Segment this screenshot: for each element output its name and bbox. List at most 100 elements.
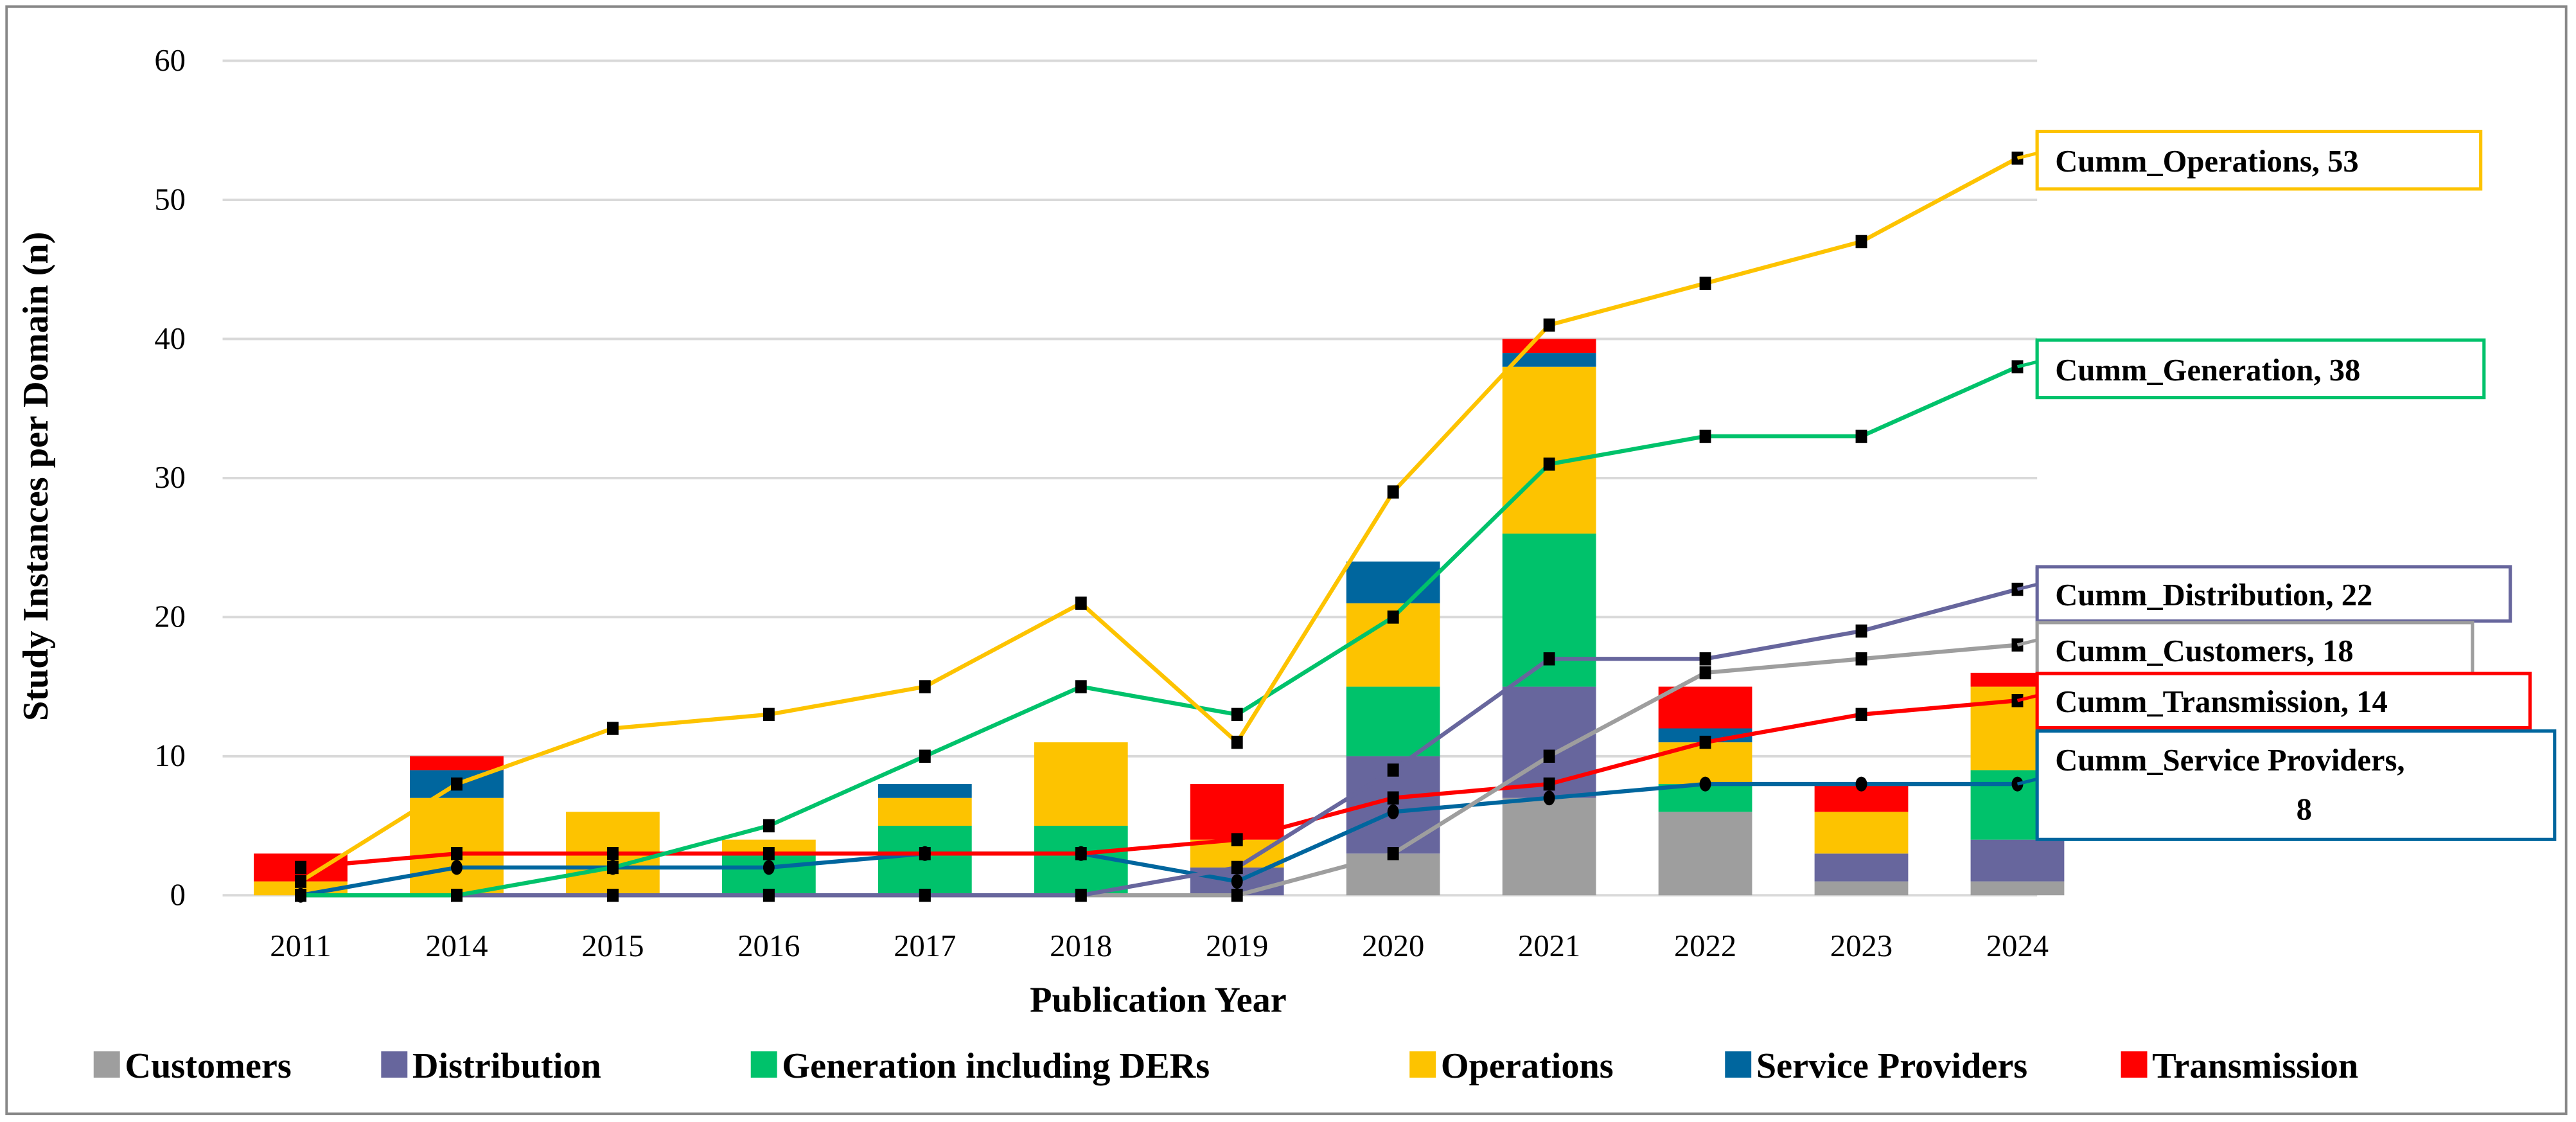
bar-segment	[410, 797, 504, 896]
label-box	[2035, 672, 2532, 730]
line-marker	[451, 860, 463, 875]
line-marker	[1855, 776, 1867, 792]
line-marker	[1855, 429, 1867, 443]
line-end-label: Cumm_Distribution, 22	[2055, 578, 2372, 612]
label-box	[2035, 338, 2486, 400]
line-marker	[763, 819, 775, 833]
line-end-labels: Cumm_Operations, 53 Cumm_Generation, 38 Cu…	[2016, 129, 2557, 841]
line-marker	[1699, 666, 1711, 680]
line-marker	[1855, 235, 1867, 249]
line-marker	[763, 708, 775, 722]
line-marker	[919, 680, 931, 693]
line-marker	[1075, 680, 1087, 693]
line-end-label: 8	[2297, 792, 2312, 827]
x-axis-ticks: 2011 2014 2015 2016 2017 2018 2019 2020 2021 2022…	[270, 929, 2049, 963]
line-marker	[1855, 708, 1867, 722]
line-marker	[1075, 846, 1087, 861]
x-axis-title: Publication Year	[1030, 981, 1287, 1020]
line-marker	[1699, 429, 1711, 443]
line-series	[300, 699, 2018, 870]
bar-segment	[1346, 561, 1440, 603]
x-tick-label: 2023	[1830, 929, 1892, 963]
y-tick-label: 60	[154, 43, 186, 78]
bar-segment	[1502, 366, 1596, 534]
line-marker	[1543, 458, 1555, 471]
line-marker	[1699, 652, 1711, 666]
bar-segment	[1658, 686, 1752, 729]
bar-segment	[1814, 853, 1909, 882]
line-marker	[1075, 888, 1087, 902]
line-marker	[1855, 652, 1867, 666]
bar-segment	[721, 839, 816, 854]
label-box	[2035, 565, 2512, 623]
line-end-label: Cumm_Operations, 53	[2055, 144, 2358, 179]
line-end-label: Cumm_Service Providers,	[2055, 743, 2404, 778]
legend-swatch	[1409, 1051, 1436, 1078]
line-marker	[295, 875, 306, 888]
line-end-label: Cumm_Generation, 38	[2055, 353, 2360, 387]
line-marker	[763, 888, 775, 902]
bar-segment	[878, 784, 972, 798]
line-marker	[763, 847, 775, 860]
bar-segment	[1346, 686, 1440, 756]
legend-label: Distribution	[412, 1046, 601, 1086]
line-marker	[606, 722, 619, 735]
bar-segment	[1814, 812, 1909, 854]
x-tick-label: 2024	[1986, 929, 2049, 963]
chart-border	[5, 5, 2568, 1116]
line-marker	[1387, 804, 1399, 819]
x-tick-label: 2021	[1518, 929, 1580, 963]
line-marker	[1231, 888, 1243, 902]
line-marker	[1387, 485, 1399, 499]
legend-swatch	[2121, 1051, 2148, 1078]
line-marker	[1543, 777, 1555, 791]
x-tick-label: 2018	[1050, 929, 1112, 963]
line-marker	[451, 847, 463, 860]
bar-segment	[1502, 339, 1596, 353]
y-tick-label: 0	[170, 878, 186, 913]
line-series	[299, 156, 2018, 884]
line-marker	[1387, 763, 1399, 777]
y-tick-label: 10	[154, 738, 186, 773]
legend-label: Generation including DERs	[782, 1046, 1210, 1086]
line-marker	[606, 888, 619, 902]
x-tick-label: 2016	[737, 929, 800, 963]
label-box	[2035, 621, 2475, 679]
y-tick-label: 50	[154, 182, 186, 217]
x-tick-label: 2022	[1674, 929, 1736, 963]
line-marker	[1543, 318, 1555, 332]
legend-swatch	[93, 1051, 120, 1078]
line-marker	[919, 749, 931, 763]
line-marker	[1387, 791, 1399, 805]
line-marker	[1387, 847, 1399, 860]
bar-segment	[1502, 797, 1596, 896]
line-series	[301, 587, 2018, 898]
bar-segment	[1970, 881, 2065, 896]
x-tick-label: 2011	[270, 929, 331, 963]
line-marker	[451, 777, 463, 791]
line-marker	[1699, 276, 1711, 290]
line-marker	[295, 887, 306, 903]
bar-segment	[1814, 881, 1909, 896]
line-marker	[919, 846, 931, 861]
y-tick-label: 20	[154, 600, 186, 634]
line-marker	[451, 888, 463, 902]
line-marker	[919, 888, 931, 902]
line-marker	[1699, 776, 1711, 792]
line-marker	[1543, 749, 1555, 763]
bar-segment	[1658, 812, 1752, 896]
line-marker	[1543, 652, 1555, 666]
legend-label: Service Providers	[1756, 1046, 2027, 1086]
line-marker	[606, 847, 619, 860]
line-marker	[606, 860, 619, 875]
line-end-label: Cumm_Transmission, 14	[2055, 684, 2387, 719]
cumulative-lines	[295, 151, 2024, 903]
legend-swatch	[750, 1051, 777, 1078]
line-series	[301, 364, 2018, 898]
line-marker	[1699, 735, 1711, 749]
legend-label: Transmission	[2152, 1046, 2358, 1086]
label-box	[2035, 729, 2557, 841]
x-tick-label: 2014	[425, 929, 488, 963]
line-marker	[1231, 735, 1243, 749]
